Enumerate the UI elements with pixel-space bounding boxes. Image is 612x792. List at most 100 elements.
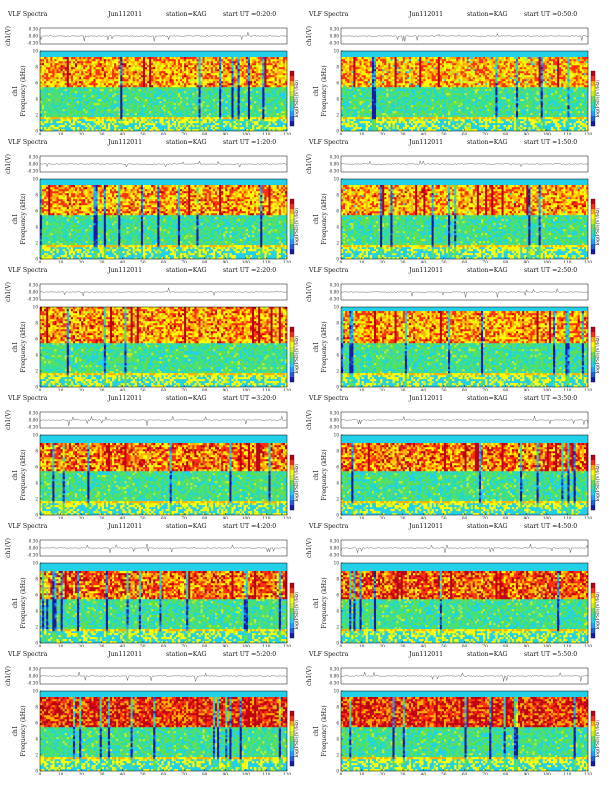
colorbar-swatch [591,204,595,210]
x-tick-label: 0 [39,388,42,391]
colorbar-swatch [591,76,595,82]
x-tick-label: 80 [202,260,208,263]
panel-station: station=KAG [166,267,207,274]
y-tick-label: 8 [35,321,38,326]
y-axis-label: Frequency (kHz) [321,321,328,372]
colorbar-swatch [591,121,595,127]
waveform-ylabel: ch1(V) [306,154,313,174]
panel-start-ut: start UT =0:20:0 [223,11,276,18]
panel-start-ut: start UT =1:50:0 [524,139,577,146]
spectrogram-panel: VLF Spectra Jun112011 station=KAG start UT … [306,523,601,647]
colorbar-frame [289,710,295,767]
y-tick-label: 10 [334,177,340,182]
waveform-ylabel: ch1(V) [5,154,12,174]
spectrogram-panel: VLF Spectra Jun112011 station=KAG start UT … [5,651,300,775]
x-tick-label: 80 [202,388,208,391]
panel-start-ut: start UT =5:50:0 [524,651,577,658]
y-tick-label: 6 [35,209,38,214]
x-tick-label: 30 [400,132,406,135]
colorbar-swatch [290,761,294,767]
colorbar-frame [590,454,596,511]
y-tick-label: 2 [336,497,339,502]
waveform-trace [340,160,589,168]
waveform-ylabel: ch1(V) [5,282,12,302]
spectrogram-panel: VLF Spectra Jun112011 station=KAG start UT … [5,139,300,263]
spectrogram-cells [341,57,589,132]
x-tick-label: 120 [584,132,592,135]
y-tick-label: 8 [336,705,339,710]
colorbar-swatch [591,91,595,97]
x-tick-label: 40 [421,516,427,519]
colorbar-swatch [290,377,294,383]
colorbar-swatch [591,761,595,767]
x-tick-label: 30 [400,644,406,647]
colorbar-swatch [591,367,595,373]
y-tick-label: 6 [35,337,38,342]
x-tick-label: 60 [161,772,167,775]
waveform-tick-label: 0.30 [330,411,340,416]
spectrogram-cells [341,311,589,388]
y-axis-label: Frequency (kHz) [20,705,27,756]
x-tick-label: 60 [161,644,167,647]
x-tick-label: 50 [441,644,447,647]
y-tick-label: 0 [35,385,38,390]
y-tick-label: 0 [35,129,38,134]
colorbar-swatch [591,746,595,752]
colorbar-swatch [290,234,294,240]
colorbar-swatch [591,101,595,107]
x-tick-label: 0 [39,132,42,135]
x-tick-label: 40 [421,772,427,775]
y-tick-label: 4 [35,97,38,102]
y-axis-channel: ch1 [12,85,19,96]
x-tick-label: 90 [524,260,530,263]
x-tick-label: 70 [181,132,187,135]
x-tick-label: 10 [359,516,365,519]
colorbar-swatch [290,106,294,112]
colorbar-swatch [591,352,595,358]
x-tick-label: 90 [223,516,229,519]
colorbar-swatch [290,618,294,624]
colorbar-swatch [591,219,595,225]
y-tick-label: 4 [35,609,38,614]
colorbar-swatch [290,495,294,501]
x-tick-label: 0 [39,516,42,519]
y-tick-label: 0 [336,769,339,774]
x-tick-label: 30 [400,260,406,263]
panel-date: Jun112011 [408,11,443,18]
x-tick-label: 80 [202,132,208,135]
x-tick-label: 10 [58,644,64,647]
x-tick-label: 120 [584,772,592,775]
colorbar-swatch [290,628,294,634]
panel-title: VLF Spectra [7,523,48,530]
colorbar-frame [590,582,596,639]
panel-start-ut: start UT =3:20:0 [223,395,276,402]
colorbar-swatch [591,239,595,245]
y-tick-label: 6 [35,465,38,470]
y-tick-label: 2 [336,753,339,758]
x-tick-label: 20 [379,132,385,135]
y-tick-label: 8 [336,193,339,198]
colorbar-swatch [290,209,294,215]
x-tick-label: 80 [202,772,208,775]
panel-title: VLF Spectra [308,395,349,402]
panel-title: VLF Spectra [308,139,349,146]
waveform-tick-label: 0.30 [29,411,39,416]
panel-title: VLF Spectra [308,267,349,274]
colorbar-swatch [591,337,595,343]
x-tick-label: 90 [223,132,229,135]
y-tick-label: 6 [336,721,339,726]
x-tick-label: 90 [524,772,530,775]
colorbar-label: log(PSD)(V²/Hz) [594,80,601,118]
colorbar-swatch [290,485,294,491]
colorbar-swatch [591,81,595,87]
spectrogram-cells [40,697,288,772]
x-tick-label: 70 [482,388,488,391]
spectrogram-panel: VLF Spectra Jun112011 station=KAG start UT … [306,139,601,263]
x-tick-label: 100 [543,388,551,391]
y-tick-label: 10 [33,49,39,54]
x-tick-label: 70 [181,260,187,263]
panel-title: VLF Spectra [7,395,48,402]
x-tick-label: 20 [379,516,385,519]
y-tick-label: 0 [336,385,339,390]
y-tick-label: 8 [35,193,38,198]
